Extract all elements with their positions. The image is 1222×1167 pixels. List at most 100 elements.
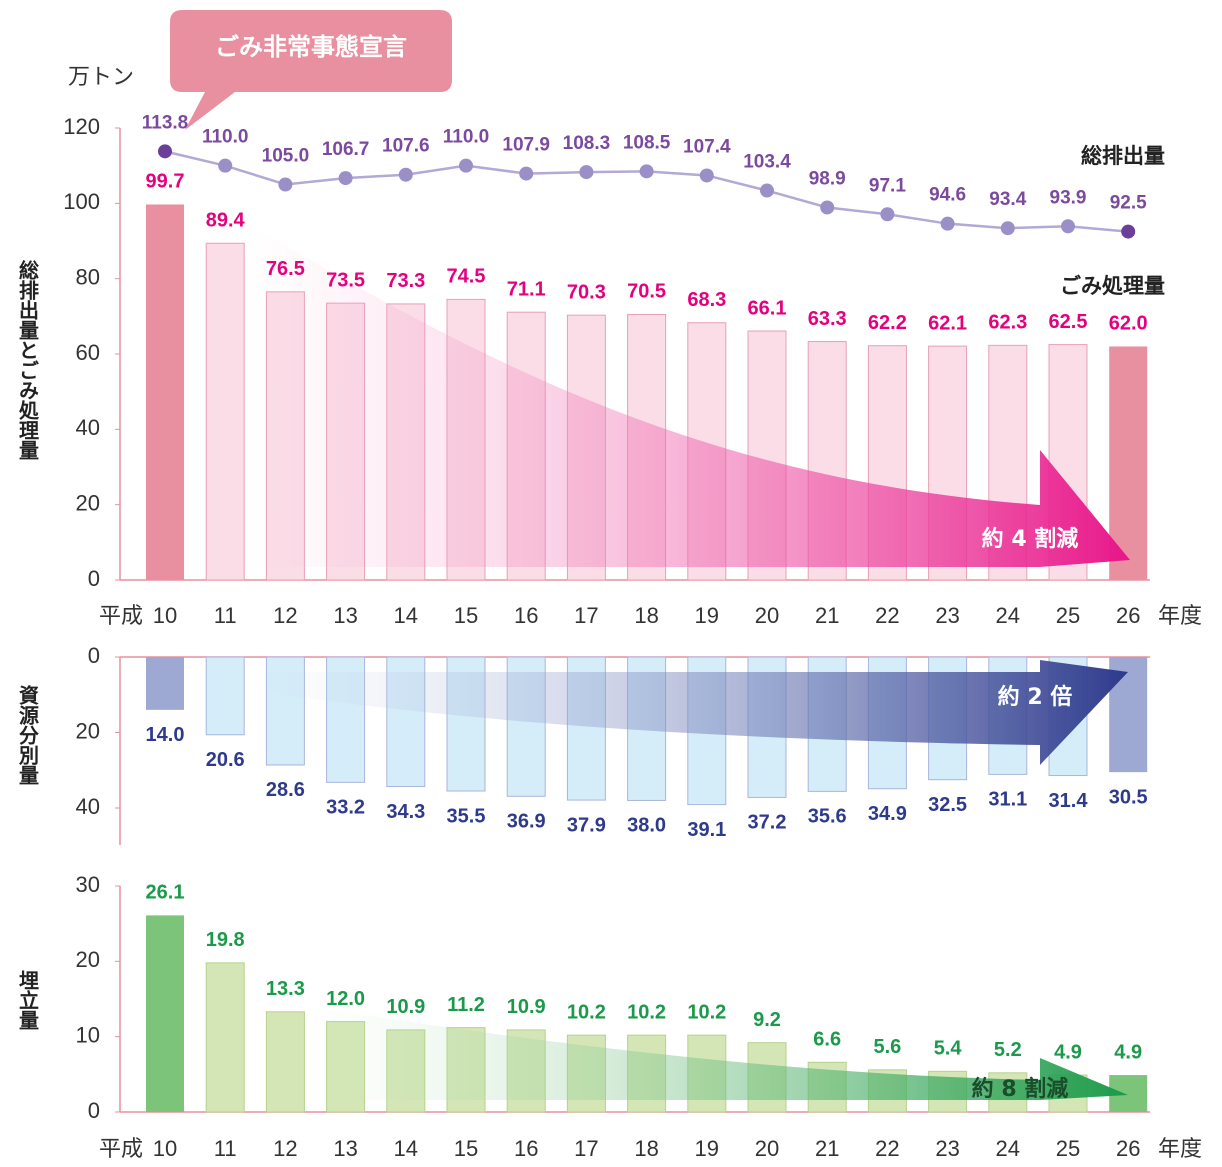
value-label: 93.9: [1050, 187, 1087, 208]
value-label: 110.0: [202, 127, 249, 148]
marker: [218, 158, 233, 173]
x-tick-label: 11: [214, 603, 237, 628]
value-label: 89.4: [206, 210, 246, 232]
value-label: 73.5: [326, 269, 365, 291]
bar: [146, 915, 184, 1112]
marker: [459, 158, 473, 173]
value-label: 10.2: [627, 1001, 666, 1023]
x-tick-label: 13: [333, 1136, 357, 1161]
value-label: 4.9: [1114, 1041, 1142, 1063]
value-label: 37.2: [748, 812, 787, 834]
y-tick-label: 10: [76, 1022, 100, 1047]
value-label: 30.5: [1109, 786, 1148, 808]
x-tick-label: 14: [394, 1136, 418, 1161]
value-label: 34.3: [386, 801, 425, 823]
marker: [1061, 219, 1075, 234]
x-tick-label: 24: [996, 1136, 1020, 1161]
value-label: 35.5: [447, 805, 486, 827]
x-prefix: 平成: [99, 603, 143, 628]
value-label: 5.2: [994, 1039, 1022, 1061]
x-suffix: 年度: [1158, 1136, 1202, 1161]
x-tick-label: 12: [273, 603, 297, 628]
marker: [579, 165, 594, 180]
y-tick-label: 20: [76, 947, 100, 972]
x-tick-label: 26: [1116, 603, 1140, 628]
y-tick-label: 30: [76, 872, 100, 897]
x-tick-label: 18: [634, 1136, 658, 1161]
value-label: 74.5: [447, 266, 486, 288]
y-axis-label: 埋立量: [16, 970, 40, 1030]
x-tick-label: 12: [273, 1136, 297, 1161]
marker: [699, 168, 714, 183]
banner: [170, 10, 452, 130]
bar: [146, 204, 184, 581]
marker: [1121, 224, 1136, 239]
value-label: 106.7: [322, 139, 370, 160]
x-tick-label: 16: [514, 1136, 538, 1161]
marker: [639, 164, 654, 179]
x-tick-label: 14: [394, 603, 418, 628]
y-tick-label: 0: [88, 566, 100, 591]
x-tick-label: 22: [875, 603, 899, 628]
value-label: 110.0: [443, 127, 490, 148]
value-label: 70.5: [627, 281, 666, 303]
marker: [820, 200, 835, 215]
x-tick-label: 20: [755, 603, 779, 628]
value-label: 31.4: [1049, 790, 1089, 812]
value-label: 68.3: [687, 289, 726, 311]
value-label: 10.9: [507, 996, 546, 1018]
x-tick-label: 15: [454, 603, 478, 628]
bar: [146, 657, 184, 710]
x-tick-label: 24: [996, 603, 1020, 628]
marker: [1000, 221, 1015, 236]
y-tick-label: 120: [63, 114, 100, 139]
y-tick-label: 80: [76, 264, 100, 289]
banner-text: ごみ非常事態宣言: [215, 33, 407, 61]
value-label: 62.0: [1109, 313, 1148, 335]
x-tick-label: 19: [695, 1136, 719, 1161]
series-label: 総排出量: [1081, 144, 1165, 168]
y-tick-label: 20: [76, 718, 100, 743]
bar: [205, 242, 245, 581]
marker: [278, 177, 293, 192]
value-label: 71.1: [507, 278, 546, 300]
marker: [158, 144, 172, 159]
value-label: 9.2: [753, 1009, 781, 1031]
marker: [519, 166, 534, 181]
series-label: ごみ処理量: [1060, 274, 1165, 298]
annotation: 約 4 割減: [982, 526, 1079, 552]
x-tick-label: 22: [875, 1136, 899, 1161]
value-label: 38.0: [627, 815, 666, 837]
value-label: 62.3: [988, 312, 1027, 334]
value-label: 93.4: [989, 189, 1026, 210]
value-label: 76.5: [266, 258, 305, 280]
x-tick-label: 25: [1056, 1136, 1080, 1161]
decrease-arrow: [245, 222, 1130, 567]
value-label: 62.2: [868, 312, 907, 334]
value-label: 32.5: [928, 794, 967, 816]
value-label: 113.8: [142, 112, 189, 133]
value-label: 105.0: [262, 146, 310, 167]
value-label: 66.1: [748, 297, 787, 319]
bar: [1109, 346, 1148, 580]
bar: [205, 962, 245, 1113]
value-label: 94.6: [929, 185, 966, 206]
x-tick-label: 10: [153, 1136, 177, 1161]
x-tick-label: 23: [935, 603, 959, 628]
value-label: 108.5: [623, 132, 671, 153]
value-label: 14.0: [146, 724, 185, 746]
value-label: 10.2: [687, 1001, 726, 1023]
value-label: 107.4: [683, 136, 731, 157]
y-tick-label: 0: [88, 643, 100, 668]
value-label: 4.9: [1054, 1041, 1082, 1063]
annotation: 約 8 割減: [972, 1076, 1069, 1102]
x-tick-label: 26: [1116, 1136, 1140, 1161]
bar: [265, 1011, 305, 1113]
value-label: 103.4: [743, 152, 791, 173]
x-tick-label: 20: [755, 1136, 779, 1161]
y-tick-label: 60: [76, 340, 100, 365]
value-label: 33.2: [326, 797, 365, 819]
value-label: 73.3: [386, 270, 425, 292]
